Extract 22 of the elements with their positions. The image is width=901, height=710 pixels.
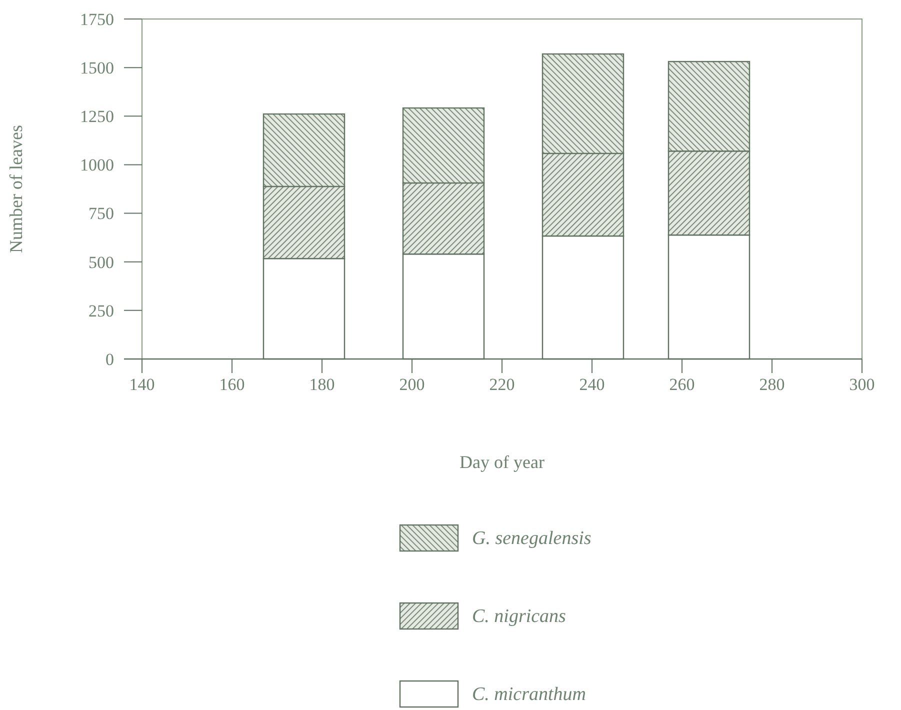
x-tick-label: 200 bbox=[399, 375, 425, 394]
x-tick-label: 280 bbox=[759, 375, 785, 394]
legend-label: C. nigricans bbox=[472, 606, 566, 627]
x-tick-label: 220 bbox=[489, 375, 515, 394]
legend-label: G. senegalensis bbox=[472, 528, 592, 549]
y-tick-label: 1500 bbox=[80, 58, 114, 78]
legend-label: C. micranthum bbox=[472, 684, 586, 705]
x-axis-title: Day of year bbox=[460, 452, 544, 472]
y-tick-label: 1750 bbox=[80, 10, 114, 29]
y-axis-title: Number of leaves bbox=[6, 125, 26, 253]
y-tick-label: 500 bbox=[88, 252, 114, 272]
y-tick-label: 250 bbox=[88, 301, 114, 320]
x-tick-label: 160 bbox=[219, 375, 245, 394]
x-tick-label: 300 bbox=[849, 375, 875, 394]
y-tick-label: 0 bbox=[106, 350, 114, 369]
x-tick-label: 140 bbox=[129, 375, 155, 394]
x-tick-label: 180 bbox=[309, 375, 335, 394]
y-tick-label: 1250 bbox=[80, 107, 114, 126]
y-tick-label: 750 bbox=[88, 204, 114, 224]
x-tick-label: 260 bbox=[669, 375, 695, 394]
x-tick-label: 240 bbox=[579, 375, 605, 394]
y-tick-label: 1000 bbox=[80, 156, 114, 175]
